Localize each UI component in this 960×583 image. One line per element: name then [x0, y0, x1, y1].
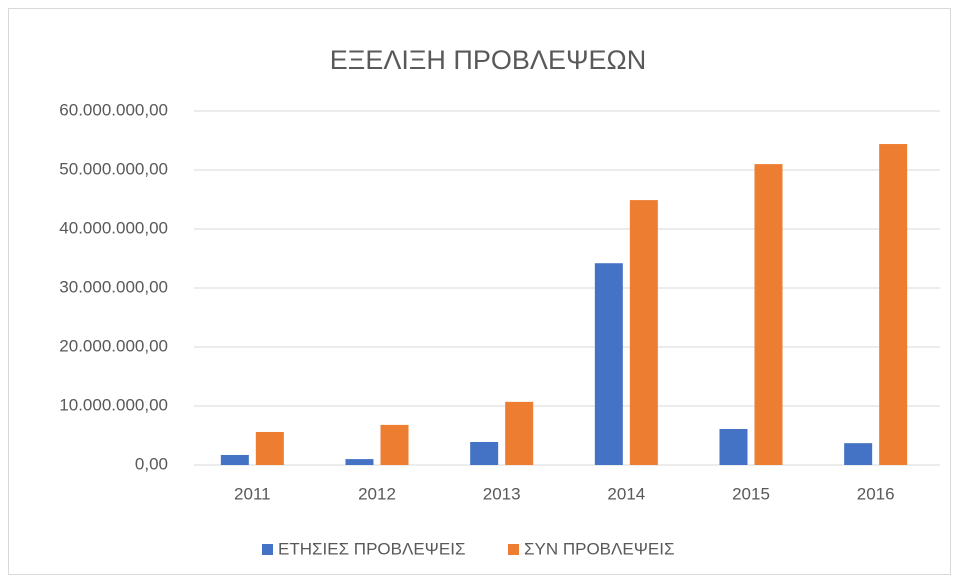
chart-title: ΕΞΕΛΙΞΗ ΠΡΟΒΛΕΨΕΩΝ: [330, 45, 646, 75]
x-tick-label: 2013: [483, 484, 521, 503]
y-tick-label: 0,00: [135, 454, 168, 473]
y-tick-label: 20.000.000,00: [59, 336, 168, 355]
bar: [719, 429, 748, 465]
x-tick-label: 2016: [857, 484, 895, 503]
legend-label: ΣΥΝ ΠΡΟΒΛΕΨΕΙΣ: [524, 539, 675, 558]
y-tick-label: 60.000.000,00: [59, 100, 168, 119]
bar: [879, 144, 908, 466]
bar: [844, 443, 873, 465]
bar: [629, 200, 658, 465]
bar: [505, 401, 534, 465]
y-tick-label: 40.000.000,00: [59, 218, 168, 237]
bar: [255, 431, 284, 465]
x-tick-label: 2015: [732, 484, 770, 503]
legend-swatch: [508, 544, 519, 555]
bar: [380, 424, 409, 465]
chart-border: [8, 8, 951, 575]
legend-swatch: [262, 544, 273, 555]
x-tick-label: 2012: [358, 484, 396, 503]
bar: [594, 263, 623, 465]
bar: [470, 441, 499, 465]
bar: [220, 454, 249, 465]
x-tick-label: 2014: [607, 484, 645, 503]
y-tick-label: 50.000.000,00: [59, 159, 168, 178]
x-tick-label: 2011: [234, 484, 271, 503]
bar: [754, 164, 783, 465]
legend-label: ΕΤΗΣΙΕΣ ΠΡΟΒΛΕΨΕΙΣ: [278, 539, 465, 558]
y-tick-label: 10.000.000,00: [59, 395, 168, 414]
y-tick-label: 30.000.000,00: [59, 277, 168, 296]
bar: [345, 459, 374, 465]
